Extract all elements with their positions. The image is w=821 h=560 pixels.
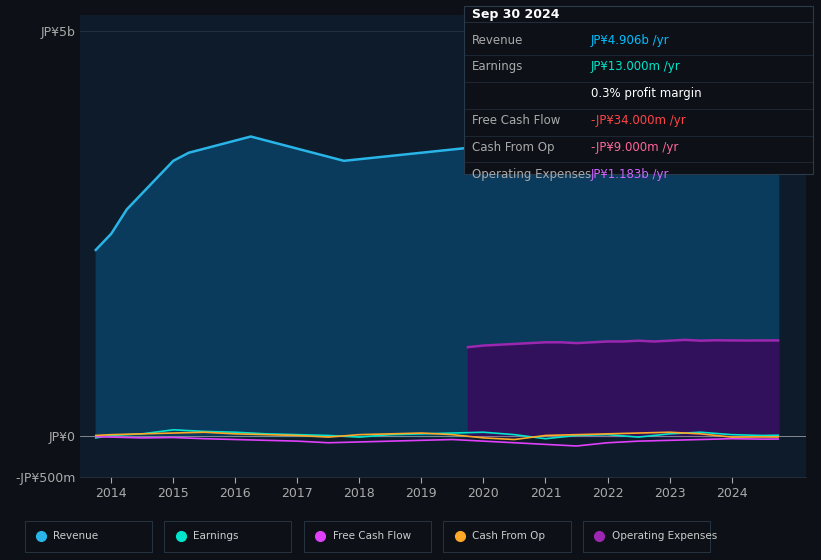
- Text: Free Cash Flow: Free Cash Flow: [333, 531, 410, 542]
- Text: Cash From Op: Cash From Op: [472, 141, 554, 154]
- Text: -JP¥9.000m /yr: -JP¥9.000m /yr: [591, 141, 678, 154]
- Text: Sep 30 2024: Sep 30 2024: [472, 8, 560, 21]
- Text: Earnings: Earnings: [472, 60, 524, 73]
- Text: Cash From Op: Cash From Op: [472, 531, 545, 542]
- Text: JP¥4.906b /yr: JP¥4.906b /yr: [591, 34, 670, 46]
- Text: Earnings: Earnings: [193, 531, 238, 542]
- Text: 0.3% profit margin: 0.3% profit margin: [591, 87, 702, 100]
- Text: Free Cash Flow: Free Cash Flow: [472, 114, 561, 127]
- Text: Revenue: Revenue: [53, 531, 99, 542]
- Text: Operating Expenses: Operating Expenses: [472, 168, 591, 181]
- Text: JP¥1.183b /yr: JP¥1.183b /yr: [591, 168, 670, 181]
- Text: Operating Expenses: Operating Expenses: [612, 531, 717, 542]
- Text: -JP¥34.000m /yr: -JP¥34.000m /yr: [591, 114, 686, 127]
- Text: Revenue: Revenue: [472, 34, 524, 46]
- Text: JP¥13.000m /yr: JP¥13.000m /yr: [591, 60, 681, 73]
